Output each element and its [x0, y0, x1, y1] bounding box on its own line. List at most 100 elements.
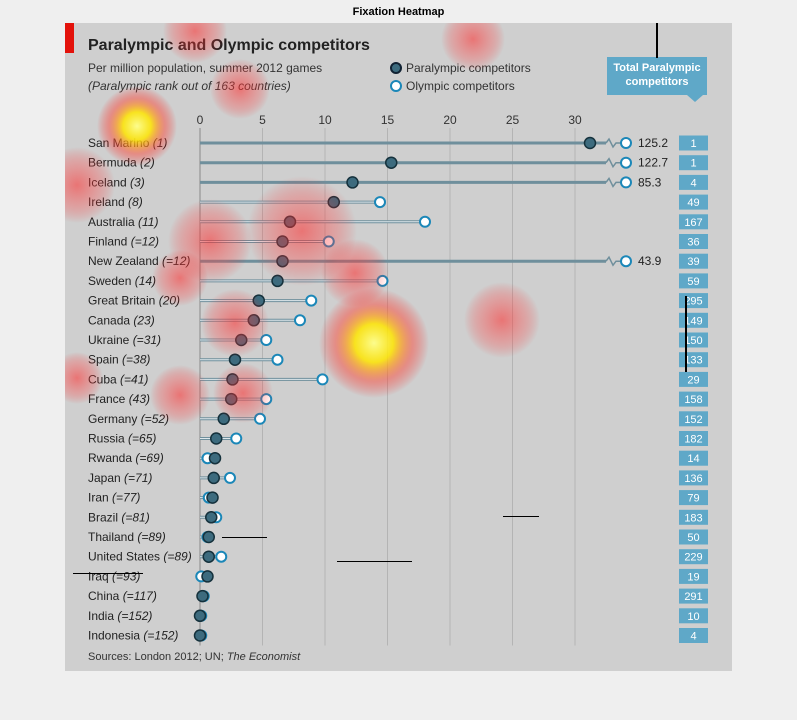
x-tick-label: 20	[443, 113, 457, 127]
total-value: 182	[684, 434, 702, 446]
total-value: 14	[687, 453, 699, 465]
total-value: 167	[684, 217, 702, 229]
olympic-point	[260, 393, 273, 406]
total-cell	[679, 214, 708, 230]
total-cell	[679, 371, 708, 387]
figure-title: Fixation Heatmap	[352, 6, 445, 18]
olympic-point	[620, 156, 632, 169]
country-label: France (43)	[88, 392, 150, 406]
olympic-point	[374, 196, 386, 209]
olympic-point	[294, 314, 306, 327]
chart-title: Paralympic and Olympic competitors	[88, 37, 370, 54]
total-cell	[679, 549, 708, 565]
paralympic-point	[205, 511, 218, 524]
paralympic-point	[252, 294, 265, 307]
accent-bar	[65, 23, 74, 53]
olympic-point	[224, 471, 236, 484]
source-note: Sources: London 2012; UN; The Economist	[88, 651, 300, 663]
country-label: Thailand (=89)	[88, 530, 166, 544]
total-value: 36	[687, 237, 699, 249]
total-value: 19	[687, 571, 699, 583]
legend-olympic: Olympic competitors	[390, 79, 515, 93]
total-cell	[679, 490, 708, 506]
x-tick-label: 25	[506, 113, 520, 127]
paralympic-point	[193, 629, 207, 642]
paralympic-point	[235, 333, 248, 347]
axis-break-icon	[605, 157, 621, 169]
country-label: Australia (11)	[88, 215, 158, 229]
total-cell	[679, 529, 708, 545]
total-value: 229	[684, 552, 702, 564]
axis-break-icon	[605, 137, 621, 149]
paralympic-point	[217, 412, 230, 426]
olympic-point	[271, 353, 284, 366]
gaze-line	[337, 561, 412, 562]
country-label: San Marino (1)	[88, 136, 167, 150]
total-value: 133	[684, 355, 702, 367]
country-label: Iraq (=93)	[88, 569, 140, 583]
olympic-point	[376, 274, 389, 287]
paralympic-point	[207, 471, 220, 485]
gaze-line	[656, 23, 658, 58]
olympic-point	[322, 235, 335, 248]
x-tick-label: 15	[381, 113, 395, 127]
total-value: 1	[690, 138, 696, 150]
x-tick-label: 30	[568, 113, 582, 127]
country-label: Great Britain (20)	[88, 294, 180, 308]
country-label: Indonesia (=152)	[88, 629, 178, 643]
olympic-point	[230, 432, 243, 445]
total-value: 149	[684, 315, 702, 327]
total-value: 291	[684, 591, 702, 603]
total-value: 152	[684, 414, 702, 426]
total-value: 158	[684, 394, 702, 406]
total-cell	[679, 253, 708, 269]
total-cell	[679, 431, 708, 446]
x-tick-label: 5	[259, 113, 266, 127]
gaze-line	[503, 516, 539, 517]
paralympic-point	[202, 530, 215, 544]
legend-olympic-label: Olympic competitors	[406, 79, 515, 93]
gaze-line	[73, 573, 143, 574]
paralympic-point	[206, 491, 219, 504]
country-label: Finland (=12)	[88, 235, 159, 249]
total-value: 10	[687, 611, 699, 623]
gaze-line	[685, 296, 687, 372]
paralympic-point	[385, 156, 398, 169]
paralympic-point	[247, 314, 260, 327]
country-label: Spain (=38)	[88, 353, 150, 367]
paralympic-point	[201, 570, 214, 583]
plot-area: 0 5 10 15 20 25 30 San Marino (1) 125.2 1 Bermuda …	[88, 113, 708, 646]
olympic-point	[419, 215, 431, 228]
paralympic-point	[228, 353, 242, 366]
country-label: Rwanda (=69)	[88, 451, 164, 465]
olympic-value-label: 43.9	[638, 254, 662, 268]
total-value: 59	[687, 276, 699, 288]
country-label: United States (=89)	[88, 550, 192, 564]
olympic-value-label: 122.7	[638, 156, 668, 170]
country-label: Russia (=65)	[88, 432, 156, 446]
olympic-point	[620, 255, 632, 268]
total-cell	[679, 391, 708, 407]
total-value: 79	[687, 493, 699, 505]
olympic-point	[620, 176, 632, 189]
total-value: 183	[684, 512, 702, 524]
paralympic-point	[210, 432, 223, 445]
total-competitors-header: Total Paralympic competitors	[607, 57, 707, 95]
country-label: Japan (=71)	[88, 471, 152, 485]
total-cell	[679, 273, 708, 289]
total-value: 4	[690, 177, 696, 189]
country-label: Iran (=77)	[88, 491, 140, 505]
total-value: 49	[687, 197, 699, 209]
total-value: 136	[684, 473, 702, 485]
total-cell	[679, 608, 708, 624]
country-label: Canada (23)	[88, 313, 155, 327]
olympic-point	[305, 294, 318, 307]
olympic-point	[215, 550, 228, 563]
olympic-point	[260, 334, 273, 346]
olympic-value-label: 85.3	[638, 175, 662, 189]
country-label: China (=117)	[88, 589, 157, 603]
total-cell	[679, 568, 708, 584]
olympic-dot-icon	[390, 80, 402, 92]
country-label: Bermuda (2)	[88, 156, 155, 170]
paralympic-point	[226, 373, 239, 386]
